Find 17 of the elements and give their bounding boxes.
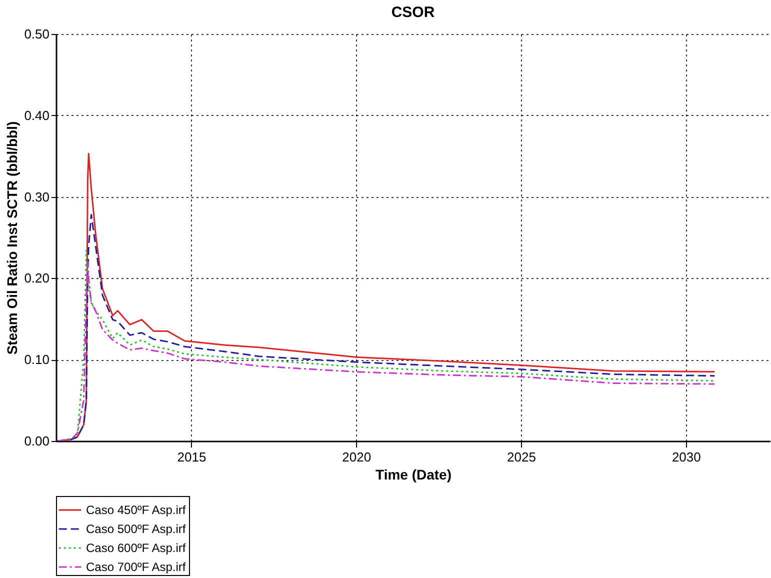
- y-tick-label: 0.10: [24, 352, 50, 368]
- y-tick-label: 0.20: [24, 270, 50, 286]
- y-tick-label: 0.50: [24, 26, 50, 42]
- x-tick-label: 2025: [507, 450, 536, 464]
- x-tick-label: 2015: [177, 450, 206, 464]
- x-tick-label: 2030: [672, 450, 701, 464]
- y-axis-title: Steam Oil Ratio Inst SCTR (bbl/bbl): [4, 121, 20, 355]
- x-axis-title: Time (Date): [376, 466, 452, 482]
- legend-label: Caso 600ºF Asp.irf: [86, 541, 186, 555]
- chart-title: CSOR: [391, 4, 435, 21]
- legend-label: Caso 450ºF Asp.irf: [86, 503, 186, 517]
- legend-label: Caso 700ºF Asp.irf: [86, 560, 186, 574]
- y-tick-label: 0.30: [24, 189, 50, 204]
- legend-label: Caso 500ºF Asp.irf: [86, 522, 186, 536]
- x-tick-label: 2020: [342, 450, 372, 464]
- y-tick-label: 0.00: [24, 434, 50, 448]
- y-tick-label: 0.40: [24, 108, 50, 123]
